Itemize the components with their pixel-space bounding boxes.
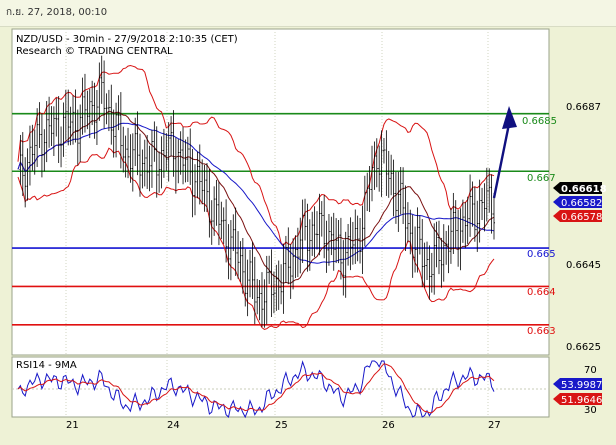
chart-title: NZD/USD - 30min - 27/9/2018 2:10:35 (CET… — [16, 34, 238, 45]
x-tick-label: 21 — [66, 420, 79, 431]
price-candles — [19, 55, 495, 328]
level-label: 0.667 — [527, 173, 556, 184]
rsi-ma-line — [17, 363, 495, 414]
rsi-badge: 53.9987 — [553, 378, 602, 391]
chart-subtitle: Research © TRADING CENTRAL — [16, 46, 173, 57]
level-label: 0.6685 — [522, 116, 557, 127]
y-tick-label: 0.6645 — [566, 260, 601, 271]
rsi-badge-text: 51.9646 — [561, 395, 602, 406]
level-label: 0.663 — [527, 326, 556, 337]
level-label: 0.665 — [527, 249, 556, 260]
level-label: 0.664 — [527, 287, 556, 298]
price-badge: 0.66618 — [553, 182, 607, 195]
vertical-gridlines — [65, 29, 489, 417]
rsi-lines — [12, 360, 549, 419]
x-tick-label: 27 — [488, 420, 501, 431]
price-badge-text: 0.66578 — [561, 212, 602, 223]
rsi-plot-area — [11, 356, 550, 418]
main-plot-area — [11, 28, 550, 356]
y-tick-label: 0.6625 — [566, 342, 601, 353]
x-tick-label: 25 — [275, 420, 288, 431]
projection-arrow-shaft — [492, 123, 511, 199]
rsi-tick-label: 70 — [584, 365, 597, 376]
x-tick-label: 24 — [167, 420, 180, 431]
x-tick-label: 26 — [382, 420, 395, 431]
y-tick-label: 0.6687 — [566, 102, 601, 113]
support-resistance-levels — [12, 112, 549, 326]
price-badge-text: 0.66618 — [561, 184, 607, 195]
price-badge: 0.66582 — [553, 196, 602, 209]
price-badge-text: 0.66582 — [561, 198, 602, 209]
upper-band — [17, 64, 495, 247]
rsi-badge: 51.9646 — [553, 393, 602, 406]
header-datetime: ก.ย. 27, 2018, 00:10 — [6, 7, 108, 18]
projection-arrow — [492, 106, 517, 199]
rsi-badge-text: 53.9987 — [561, 380, 602, 391]
projection-arrow-head — [502, 106, 517, 129]
rsi-line — [17, 360, 495, 419]
rsi-title: RSI14 - 9MA — [16, 360, 77, 371]
rsi-tick-label: 30 — [584, 405, 597, 416]
price-badge: 0.66578 — [553, 210, 602, 223]
header-bar: ก.ย. 27, 2018, 00:10 — [0, 0, 616, 27]
